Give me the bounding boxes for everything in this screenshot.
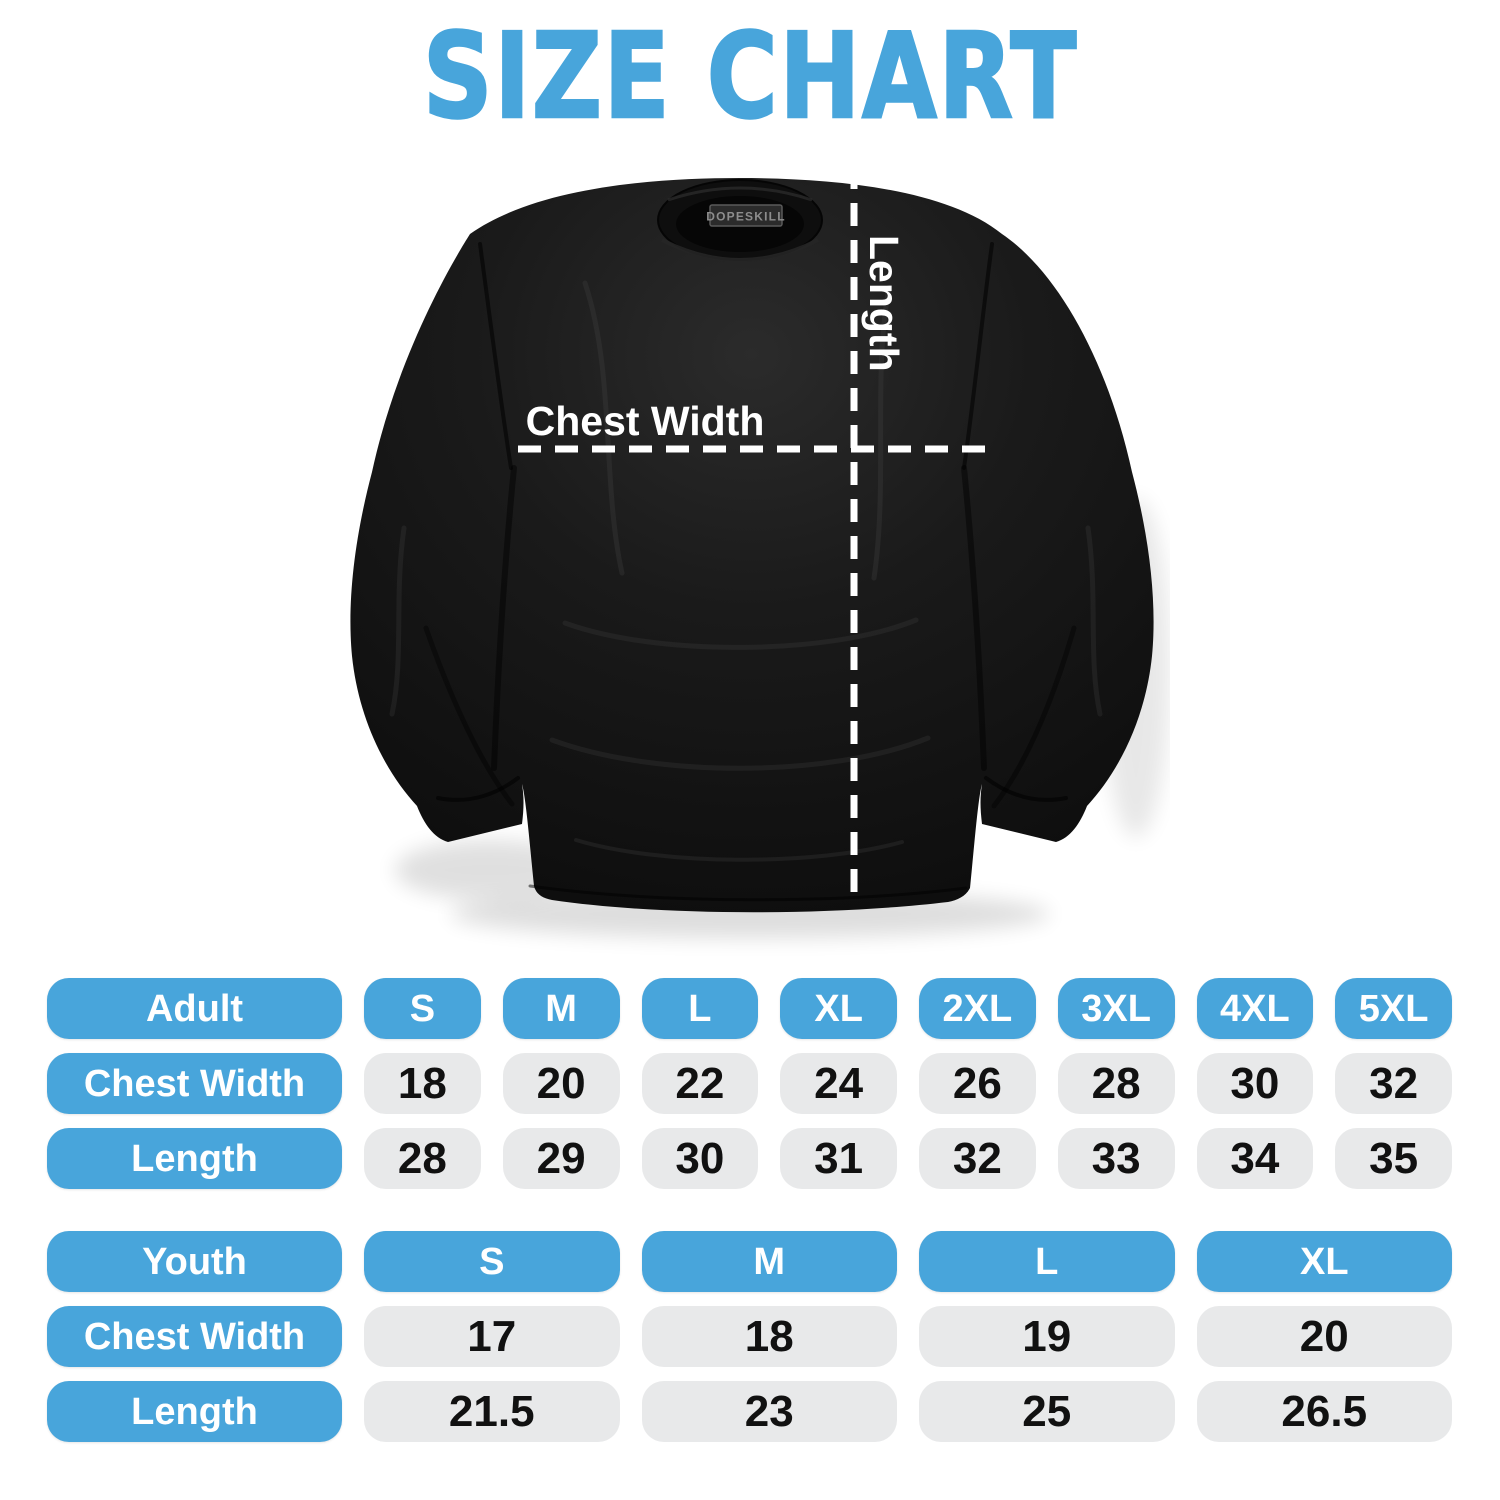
adult-size-header-pill: XL	[780, 978, 897, 1039]
youth-row-label-pill: Length	[47, 1381, 342, 1442]
shirt-silhouette	[350, 178, 1154, 913]
adult-size-header-pill: 3XL	[1057, 978, 1175, 1039]
adult-row-label-pill: Length	[47, 1128, 342, 1189]
size-tables: Adult S M L XL 2XL 3XL 4XL 5XL Chest Width 18 20 22 2…	[47, 978, 1452, 1484]
adult-value-cell: 31	[780, 1128, 897, 1189]
adult-value-cell: 24	[780, 1053, 897, 1114]
adult-value-cell: 28	[364, 1128, 481, 1189]
adult-value-cell: 35	[1335, 1128, 1452, 1189]
adult-value-cell: 32	[919, 1128, 1036, 1189]
youth-value-cell: 23	[641, 1381, 897, 1442]
youth-size-header-pill: L	[919, 1231, 1175, 1292]
youth-value-cell: 25	[919, 1381, 1175, 1442]
youth-group-label-pill: Youth	[47, 1231, 342, 1292]
adult-size-table: Adult S M L XL 2XL 3XL 4XL 5XL Chest Width 18 20 22 2…	[47, 978, 1452, 1189]
adult-value-cell: 22	[641, 1053, 759, 1114]
shirt-fold-details	[389, 242, 1103, 902]
neck-tag: DOPESKILL	[706, 204, 785, 227]
youth-value-cell: 18	[641, 1306, 897, 1367]
adult-size-header-pill: S	[364, 978, 481, 1039]
page-header: SIZE CHART	[0, 6, 1500, 146]
youth-value-cell: 26.5	[1196, 1381, 1452, 1442]
page-title: SIZE CHART	[421, 7, 1078, 145]
shirt-graphic: DOPESKILL Chest Width Length	[350, 166, 1170, 938]
youth-row-label-pill: Chest Width	[47, 1306, 342, 1367]
youth-size-header-pill: M	[641, 1231, 897, 1292]
youth-value-cell: 19	[919, 1306, 1175, 1367]
adult-value-cell: 34	[1196, 1128, 1314, 1189]
adult-size-header-pill: 5XL	[1335, 978, 1452, 1039]
chest-width-label: Chest Width	[526, 398, 765, 444]
adult-value-cell: 26	[919, 1053, 1036, 1114]
adult-size-header-pill: L	[641, 978, 759, 1039]
youth-value-cell: 17	[364, 1306, 620, 1367]
adult-value-cell: 30	[1196, 1053, 1314, 1114]
adult-size-header-pill: 4XL	[1196, 978, 1314, 1039]
youth-value-cell: 20	[1196, 1306, 1452, 1367]
adult-value-cell: 30	[641, 1128, 759, 1189]
adult-value-cell: 32	[1335, 1053, 1452, 1114]
adult-value-cell: 29	[502, 1128, 620, 1189]
adult-value-cell: 28	[1057, 1053, 1175, 1114]
adult-size-header-pill: M	[502, 978, 620, 1039]
adult-value-cell: 18	[364, 1053, 481, 1114]
youth-size-header-pill: S	[364, 1231, 620, 1292]
shirt-diagram: DOPESKILL Chest Width Length	[330, 148, 1170, 968]
youth-size-header-pill: XL	[1196, 1231, 1452, 1292]
adult-size-header-pill: 2XL	[919, 978, 1036, 1039]
adult-value-cell: 33	[1057, 1128, 1175, 1189]
adult-row-label-pill: Chest Width	[47, 1053, 342, 1114]
adult-group-label-pill: Adult	[47, 978, 342, 1039]
youth-size-table: Youth S M L XL Chest Width 17 18 19 20 Length 21.5 2…	[47, 1231, 1452, 1442]
youth-value-cell: 21.5	[364, 1381, 620, 1442]
length-label: Length	[861, 235, 907, 372]
adult-value-cell: 20	[502, 1053, 620, 1114]
brand-tag-text: DOPESKILL	[706, 210, 785, 224]
